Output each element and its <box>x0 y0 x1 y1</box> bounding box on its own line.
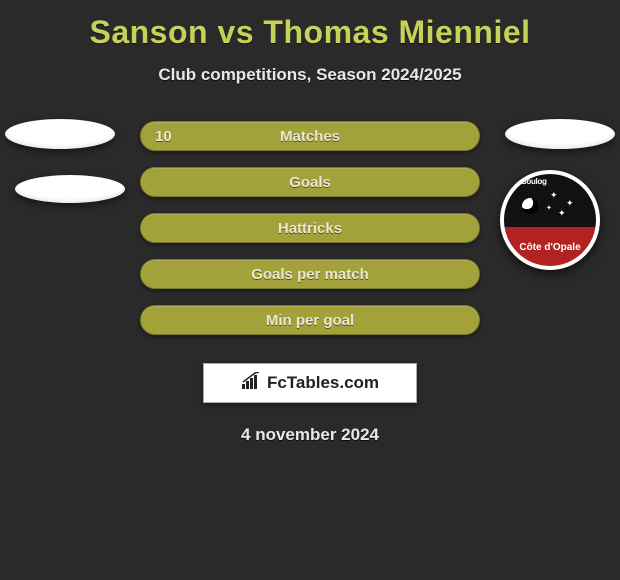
branding-text: FcTables.com <box>267 373 379 393</box>
stat-bar-goals: Goals <box>140 167 480 197</box>
stat-row: Hattricks <box>0 205 620 251</box>
stat-label: Hattricks <box>278 220 342 237</box>
stat-bar-matches: 10 Matches <box>140 121 480 151</box>
stat-rows: 10 Matches Goals Hattricks Goals per mat… <box>0 113 620 343</box>
date-text: 4 november 2024 <box>0 425 620 445</box>
bar-chart-icon <box>241 372 263 395</box>
stat-bar-goals-per-match: Goals per match <box>140 259 480 289</box>
subtitle: Club competitions, Season 2024/2025 <box>0 65 620 85</box>
stat-row: Min per goal <box>0 297 620 343</box>
branding-box[interactable]: FcTables.com <box>203 363 417 403</box>
stat-label: Goals <box>289 174 331 191</box>
stat-bar-min-per-goal: Min per goal <box>140 305 480 335</box>
page-title: Sanson vs Thomas Mienniel <box>0 14 620 51</box>
stat-row: Goals per match <box>0 251 620 297</box>
stat-label: Goals per match <box>251 266 369 283</box>
stat-row: Goals <box>0 159 620 205</box>
stat-label: Min per goal <box>266 312 354 329</box>
stat-value-left: 10 <box>155 128 172 145</box>
stat-label: Matches <box>280 128 340 145</box>
stat-bar-hattricks: Hattricks <box>140 213 480 243</box>
comparison-card: Sanson vs Thomas Mienniel Club competiti… <box>0 0 620 453</box>
stat-row: 10 Matches <box>0 113 620 159</box>
